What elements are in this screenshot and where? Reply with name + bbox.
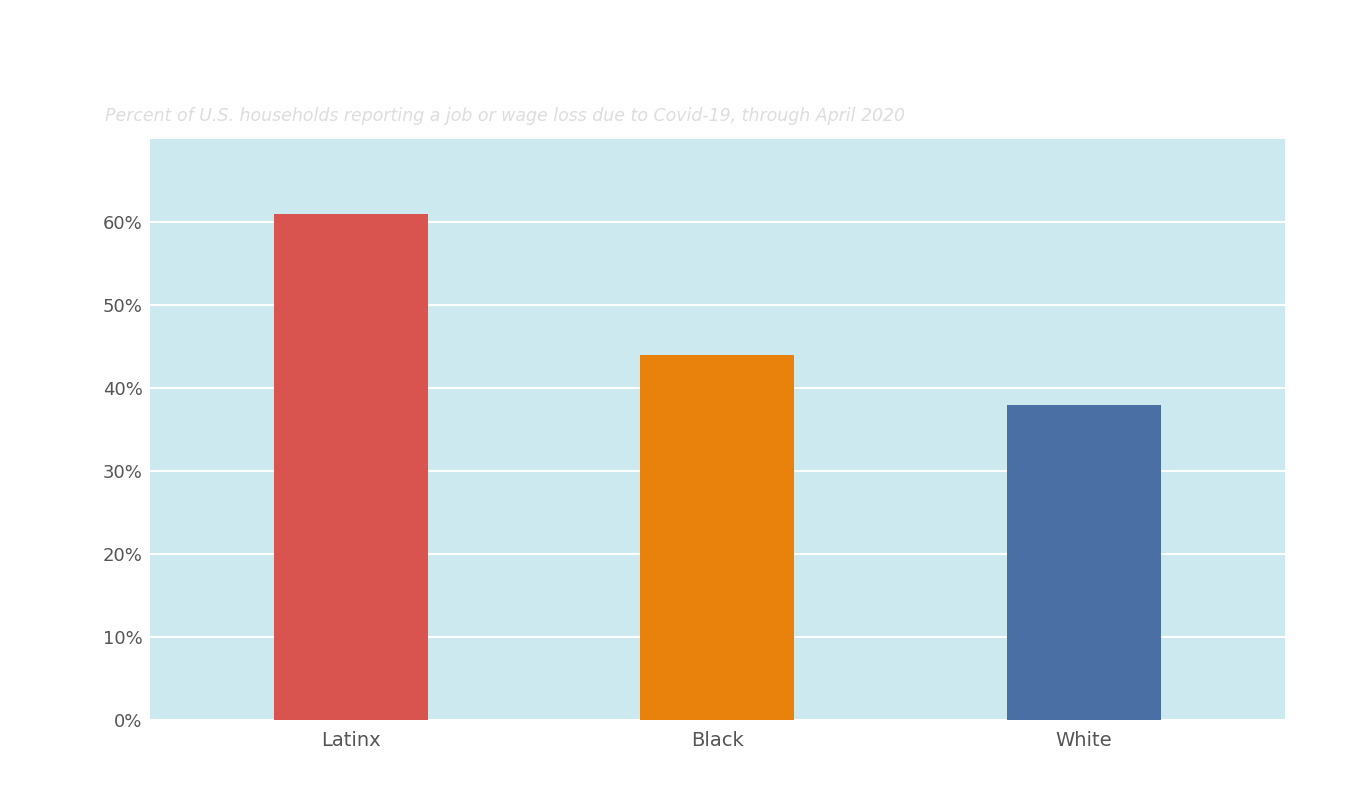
Bar [641, 355, 794, 719]
Text: Source: Pew Research Center: Source: Pew Research Center [105, 741, 404, 759]
Text: Percent of U.S. households reporting a job or wage loss due to Covid-19, through: Percent of U.S. households reporting a j… [105, 107, 904, 126]
Bar [1006, 405, 1160, 719]
Bar [275, 214, 428, 719]
Text: Latinx & Black Homes Have Higher Covid-19 Related Job Losses: Latinx & Black Homes Have Higher Covid-1… [105, 48, 1149, 76]
